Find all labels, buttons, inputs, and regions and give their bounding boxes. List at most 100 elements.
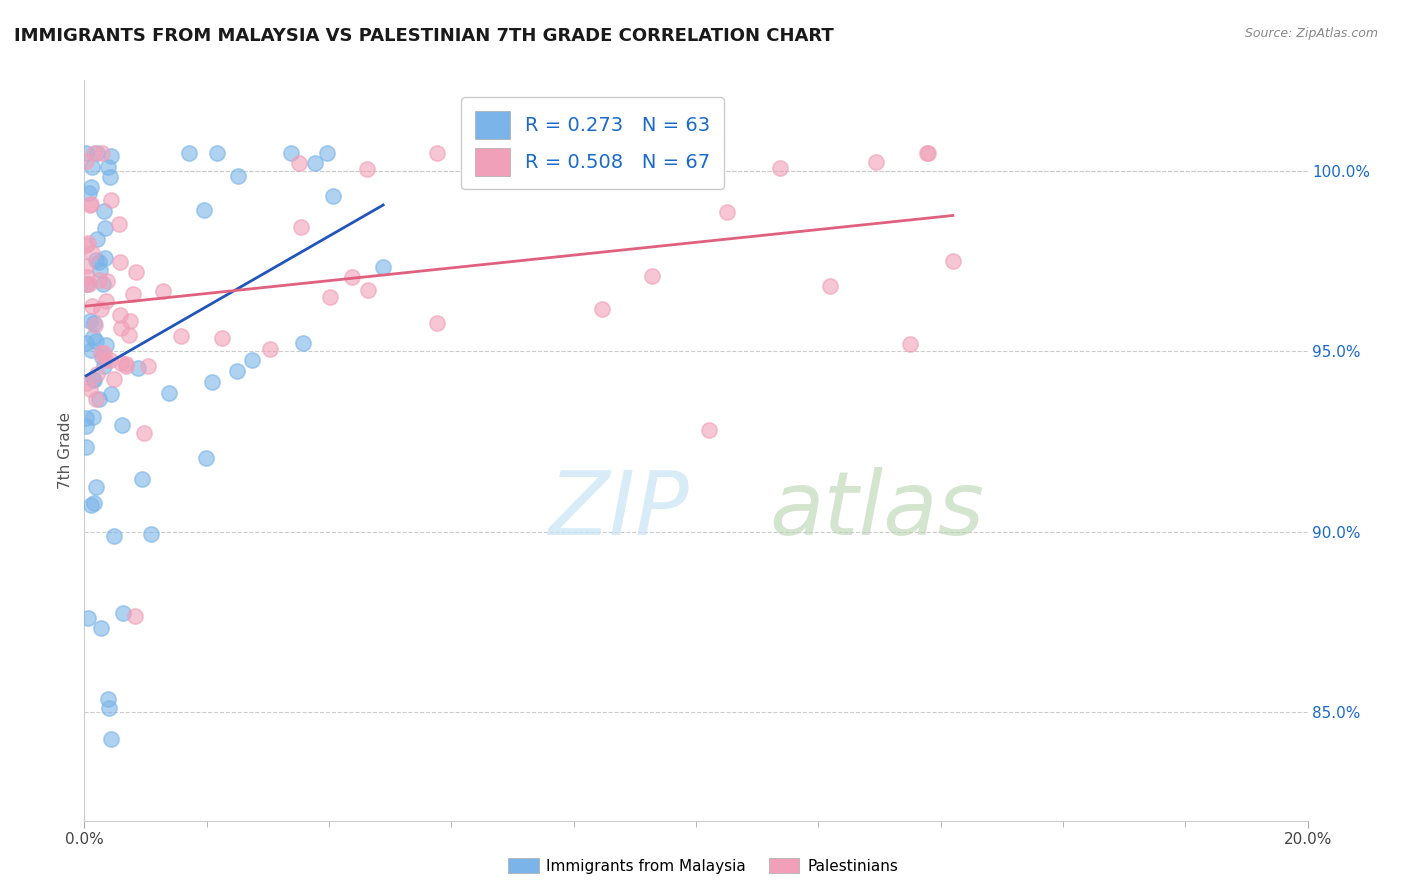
- Text: ZIP: ZIP: [550, 467, 690, 553]
- Point: [226, 364, 249, 378]
- Point: [84, 252, 107, 267]
- Point: [131, 472, 153, 486]
- Point: [75, 419, 97, 434]
- Point: [75, 277, 97, 291]
- Point: [115, 359, 138, 374]
- Point: [76, 277, 98, 291]
- Point: [82, 409, 104, 424]
- Point: [96, 274, 118, 288]
- Point: [157, 386, 180, 401]
- Point: [292, 336, 315, 351]
- Point: [591, 301, 613, 316]
- Text: Source: ZipAtlas.com: Source: ZipAtlas.com: [1244, 27, 1378, 40]
- Point: [769, 161, 792, 175]
- Point: [79, 179, 101, 194]
- Point: [98, 700, 121, 714]
- Point: [94, 293, 117, 308]
- Point: [93, 204, 115, 219]
- Point: [80, 498, 103, 512]
- Point: [100, 731, 122, 746]
- Point: [77, 186, 100, 200]
- Point: [90, 301, 112, 316]
- Point: [79, 198, 101, 212]
- Text: IMMIGRANTS FROM MALAYSIA VS PALESTINIAN 7TH GRADE CORRELATION CHART: IMMIGRANTS FROM MALAYSIA VS PALESTINIAN …: [14, 27, 834, 45]
- Point: [79, 382, 101, 396]
- Point: [75, 238, 97, 252]
- Point: [83, 496, 105, 510]
- Point: [141, 527, 163, 541]
- Point: [84, 392, 107, 407]
- Point: [917, 145, 939, 160]
- Point: [118, 314, 141, 328]
- Point: [75, 145, 97, 160]
- Point: [103, 529, 125, 543]
- Point: [98, 352, 121, 367]
- Point: [75, 440, 97, 454]
- Point: [83, 145, 105, 160]
- Point: [426, 316, 449, 330]
- Point: [75, 376, 97, 390]
- Point: [80, 160, 103, 174]
- Point: [100, 387, 122, 401]
- Point: [100, 193, 122, 207]
- Point: [93, 221, 115, 235]
- Point: [90, 621, 112, 635]
- Point: [543, 145, 565, 160]
- Point: [91, 351, 114, 365]
- Point: [76, 269, 98, 284]
- Point: [259, 342, 281, 356]
- Point: [75, 335, 97, 350]
- Point: [304, 156, 326, 170]
- Point: [84, 334, 107, 348]
- Point: [82, 372, 104, 386]
- Point: [205, 145, 228, 160]
- Point: [194, 450, 217, 465]
- Point: [211, 330, 233, 344]
- Point: [100, 149, 122, 163]
- Point: [110, 308, 132, 322]
- Point: [290, 219, 312, 234]
- Point: [97, 692, 120, 706]
- Point: [356, 162, 378, 177]
- Point: [93, 359, 115, 373]
- Point: [340, 269, 363, 284]
- Point: [226, 169, 249, 184]
- Point: [91, 145, 114, 160]
- Point: [80, 300, 103, 314]
- Point: [373, 260, 395, 274]
- Point: [108, 255, 131, 269]
- Legend: R = 0.273   N = 63, R = 0.508   N = 67: R = 0.273 N = 63, R = 0.508 N = 67: [461, 97, 724, 189]
- Point: [316, 145, 339, 160]
- Point: [87, 392, 110, 407]
- Point: [110, 320, 132, 334]
- Point: [641, 269, 664, 284]
- Point: [716, 205, 738, 219]
- Point: [94, 251, 117, 265]
- Text: atlas: atlas: [769, 467, 984, 553]
- Point: [77, 277, 100, 291]
- Point: [942, 253, 965, 268]
- Point: [93, 346, 115, 360]
- Point: [134, 425, 156, 440]
- Point: [98, 169, 121, 184]
- Point: [124, 608, 146, 623]
- Point: [75, 260, 97, 274]
- Point: [115, 357, 138, 371]
- Point: [93, 352, 115, 367]
- Point: [818, 278, 841, 293]
- Point: [89, 262, 111, 277]
- Point: [83, 373, 105, 387]
- Point: [152, 284, 174, 298]
- Point: [110, 417, 132, 432]
- Point: [77, 611, 100, 625]
- Point: [898, 337, 921, 351]
- Point: [90, 346, 112, 360]
- Point: [87, 254, 110, 268]
- Point: [522, 145, 544, 160]
- Point: [697, 423, 720, 437]
- Point: [84, 318, 107, 332]
- Point: [83, 316, 105, 330]
- Point: [86, 232, 108, 246]
- Point: [426, 145, 449, 160]
- Point: [79, 314, 101, 328]
